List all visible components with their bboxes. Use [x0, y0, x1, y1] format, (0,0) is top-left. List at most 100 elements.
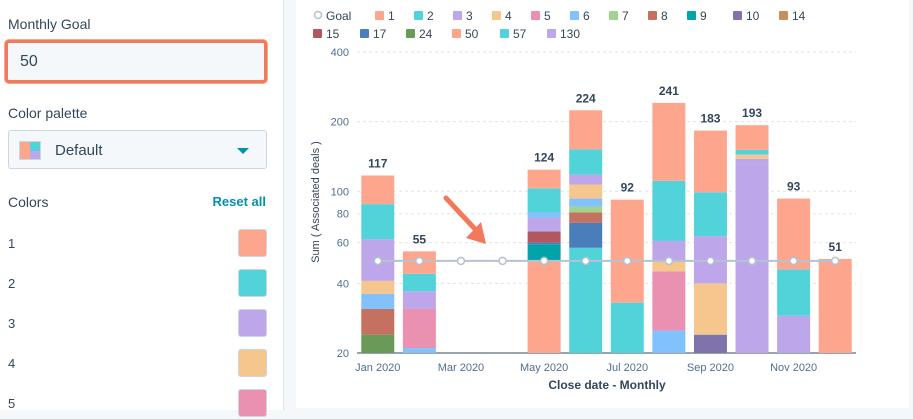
x-tick-label: Jul 2020: [606, 362, 648, 374]
bar-segment: [569, 184, 603, 199]
bar-segment: [652, 271, 686, 331]
bar-segment: [652, 260, 686, 272]
bar-segment: [527, 217, 561, 232]
legend-swatch: [452, 29, 461, 38]
bar-segment: [777, 315, 811, 353]
legend-swatch: [531, 11, 540, 20]
reset-all-link[interactable]: Reset all: [212, 194, 266, 209]
legend-swatch: [406, 29, 415, 38]
bar-segment: [693, 130, 727, 193]
goal-point: [415, 256, 424, 266]
bar-total-label: 124: [534, 151, 554, 165]
bar-segment: [361, 175, 395, 205]
bar-segment: [527, 212, 561, 218]
legend-swatch: [648, 11, 657, 20]
x-tick-label: Mar 2020: [438, 362, 484, 374]
color-swatch-button[interactable]: [238, 389, 267, 417]
bar-segment: [569, 174, 603, 185]
legend-swatch: [547, 29, 556, 38]
bar-segment: [402, 291, 436, 309]
bar-total-label: 92: [621, 181, 635, 195]
y-tick-label: 60: [337, 238, 349, 250]
bar-total-label: 241: [659, 84, 679, 98]
bar-segment: [569, 222, 603, 248]
legend-swatch: [500, 29, 509, 38]
bar-segment: [610, 302, 644, 353]
chevron-down-icon: [237, 148, 249, 154]
y-tick-label: 40: [337, 278, 349, 290]
color-row: 4: [0, 349, 284, 379]
bar-total-label: 193: [742, 106, 762, 120]
color-row: 3: [0, 309, 284, 339]
bar-segment: [735, 158, 769, 165]
y-tick-label: 400: [331, 47, 349, 59]
goal-point: [706, 256, 715, 266]
bar-segment: [818, 258, 852, 353]
legend-swatch: [492, 11, 501, 20]
legend-label: 4: [505, 9, 512, 23]
bar-segment: [527, 188, 561, 213]
bar-segment: [652, 240, 686, 261]
legend-swatch: [313, 29, 322, 38]
goal-point: [830, 256, 840, 266]
legend-label: 57: [513, 27, 527, 41]
bar-segment: [610, 199, 644, 303]
goal-point: [581, 256, 590, 266]
legend-label: 7: [622, 9, 629, 23]
bar-segment: [402, 273, 436, 292]
color-row-label: 4: [8, 356, 16, 371]
goal-point: [456, 256, 466, 266]
color-swatch-button[interactable]: [238, 309, 267, 337]
chart-settings-panel: Monthly Goal Color palette Default Color…: [0, 0, 284, 417]
legend-swatch: [453, 11, 462, 20]
bar-segment: [569, 198, 603, 207]
x-tick-label: Sep 2020: [687, 362, 734, 374]
chart-panel: 20 40 60 80 100 200 400 117 55 124 224 92 241 183 193 9…: [296, 0, 909, 408]
legend-label: 2: [427, 9, 434, 23]
bar-segment: [693, 192, 727, 237]
bar-segment: [527, 260, 561, 353]
bar-segment: [402, 348, 436, 353]
y-tick-label: 20: [337, 348, 349, 360]
annotation-arrow-head-icon: [466, 222, 486, 244]
legend-label: 130: [560, 27, 580, 41]
color-row: 2: [0, 269, 284, 299]
palette-swatch-icon: [19, 141, 41, 160]
goal-point: [539, 256, 549, 266]
bar-segment: [777, 269, 811, 316]
bar-segment: [693, 283, 727, 335]
legend-label: 6: [583, 9, 590, 23]
color-row: 5: [0, 389, 284, 419]
bar-segment: [569, 110, 603, 150]
color-row-label: 5: [8, 396, 16, 411]
color-swatch-button[interactable]: [238, 269, 267, 297]
bar-segment: [569, 247, 603, 353]
color-palette-value: Default: [55, 142, 103, 159]
bar-segment: [735, 154, 769, 159]
legend-swatch: [360, 29, 369, 38]
color-row-label: 1: [8, 236, 16, 251]
legend-label: 17: [373, 27, 387, 41]
bar-segment: [569, 149, 603, 175]
legend-label: 3: [466, 9, 473, 23]
x-tick-label: Jan 2020: [355, 362, 400, 374]
bar-total-label: 51: [829, 240, 843, 254]
monthly-goal-input[interactable]: [5, 40, 267, 83]
goal-point: [373, 256, 383, 266]
color-row-label: 3: [8, 316, 16, 331]
color-swatch-button[interactable]: [238, 349, 267, 377]
bar-segment: [402, 308, 436, 349]
legend-label: 1: [388, 9, 395, 23]
legend-swatch: [687, 11, 696, 20]
y-tick-label: 80: [337, 209, 349, 221]
bar-segment: [652, 180, 686, 241]
color-swatch-button[interactable]: [238, 229, 267, 257]
bar-segment: [693, 334, 727, 353]
color-palette-label: Color palette: [8, 105, 88, 121]
bar-segment: [569, 206, 603, 213]
bar-segment: [361, 280, 395, 294]
legend-label: 15: [326, 27, 340, 41]
goal-point: [747, 256, 757, 266]
color-palette-dropdown[interactable]: Default: [8, 130, 267, 169]
